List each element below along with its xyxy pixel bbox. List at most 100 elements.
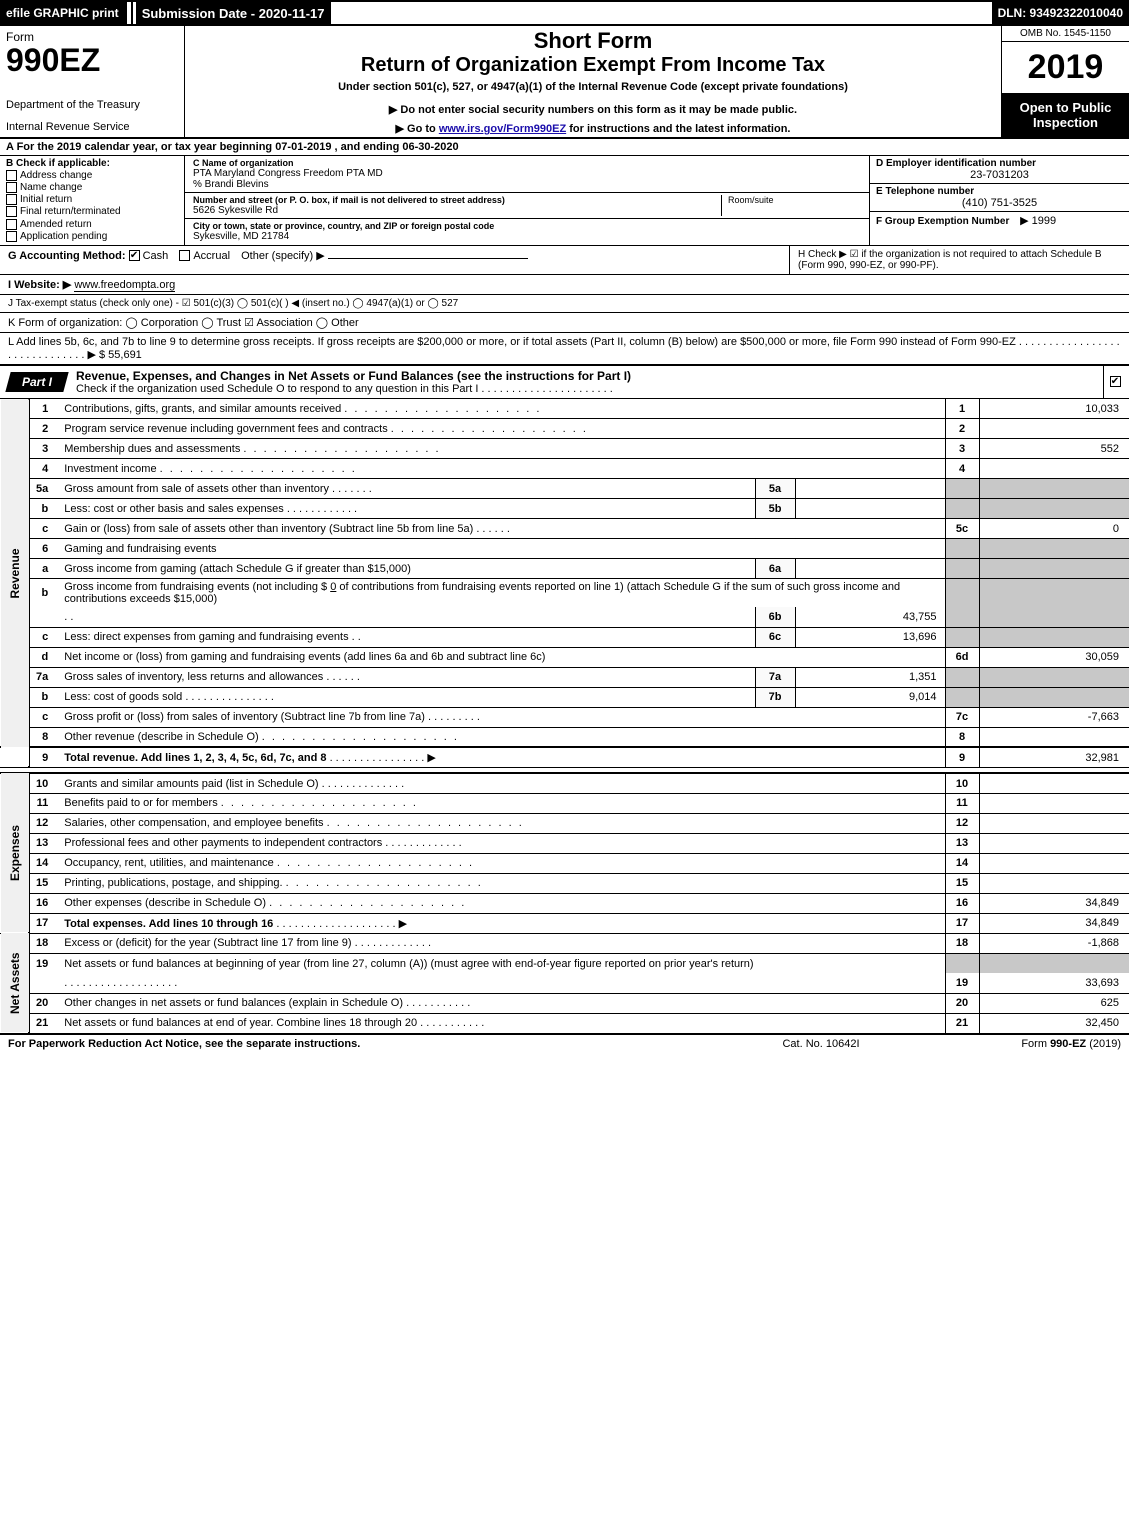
- irs-link[interactable]: www.irs.gov/Form990EZ: [439, 123, 566, 135]
- check-accrual[interactable]: [179, 250, 190, 261]
- line-14: 14Occupancy, rent, utilities, and mainte…: [0, 853, 1129, 873]
- line-val: -7,663: [979, 707, 1129, 727]
- mini-val: [795, 499, 945, 519]
- mini-val: [795, 479, 945, 499]
- line-17: 17Total expenses. Add lines 10 through 1…: [0, 913, 1129, 933]
- part1-tab: Part I: [5, 372, 68, 392]
- line-val: [979, 419, 1129, 439]
- check-application-pending[interactable]: Application pending: [6, 231, 178, 242]
- check-lbl: Initial return: [20, 194, 72, 205]
- line-6d: dNet income or (loss) from gaming and fu…: [0, 647, 1129, 667]
- line-10: Expenses 10Grants and similar amounts pa…: [0, 773, 1129, 793]
- section-b-title: B Check if applicable:: [6, 158, 178, 169]
- g-h-row: G Accounting Method: Cash Accrual Other …: [0, 246, 1129, 275]
- line-5c: cGain or (loss) from sale of assets othe…: [0, 519, 1129, 539]
- section-def: D Employer identification number 23-7031…: [869, 156, 1129, 245]
- check-initial-return[interactable]: Initial return: [6, 194, 178, 205]
- period-row: A For the 2019 calendar year, or tax yea…: [0, 139, 1129, 156]
- line-20: 20Other changes in net assets or fund ba…: [0, 993, 1129, 1013]
- h-row: H Check ▶ ☑ if the organization is not r…: [789, 246, 1129, 274]
- netassets-side-label: Net Assets: [0, 933, 29, 1033]
- line-desc: Gross income from gaming (attach Schedul…: [64, 563, 411, 575]
- efile-print[interactable]: efile GRAPHIC print: [0, 2, 127, 24]
- check-address-change[interactable]: Address change: [6, 170, 178, 181]
- footer-cat: Cat. No. 10642I: [721, 1038, 921, 1050]
- mini-val: [795, 559, 945, 579]
- line-desc: Gross income from fundraising events (no…: [64, 581, 330, 593]
- line-val: 552: [979, 439, 1129, 459]
- line-val: [979, 773, 1129, 793]
- form-number: 990EZ: [6, 44, 178, 76]
- top-bar: efile GRAPHIC print Submission Date - 20…: [0, 0, 1129, 26]
- street-lbl: Number and street (or P. O. box, if mail…: [193, 195, 505, 205]
- city-lbl: City or town, state or province, country…: [193, 221, 861, 231]
- short-form-title: Short Form: [193, 28, 993, 54]
- line-desc: Membership dues and assessments: [64, 443, 240, 455]
- line-desc: Other expenses (describe in Schedule O): [64, 897, 266, 909]
- line-desc: Total revenue. Add lines 1, 2, 3, 4, 5c,…: [64, 752, 326, 764]
- dln: DLN: 93492322010040: [992, 2, 1129, 24]
- irs: Internal Revenue Service: [6, 121, 178, 133]
- line-7c: cGross profit or (loss) from sales of in…: [0, 707, 1129, 727]
- line-desc: Program service revenue including govern…: [64, 423, 387, 435]
- line-val: [979, 459, 1129, 479]
- line-val: [979, 813, 1129, 833]
- line-16: 16Other expenses (describe in Schedule O…: [0, 893, 1129, 913]
- g-lbl: G Accounting Method:: [8, 250, 126, 262]
- line-desc: Benefits paid to or for members: [64, 797, 217, 809]
- org-name-lbl: C Name of organization: [193, 158, 861, 168]
- line-val: [979, 833, 1129, 853]
- g-row: G Accounting Method: Cash Accrual Other …: [0, 246, 789, 274]
- section-b: B Check if applicable: Address change Na…: [0, 156, 185, 245]
- line-desc: Other changes in net assets or fund bala…: [64, 997, 403, 1009]
- tel-row: E Telephone number (410) 751-3525: [870, 184, 1129, 212]
- website-lbl: I Website: ▶: [8, 279, 71, 291]
- check-final-return[interactable]: Final return/terminated: [6, 206, 178, 217]
- ein-lbl: D Employer identification number: [876, 158, 1123, 169]
- line-desc: Net income or (loss) from gaming and fun…: [58, 647, 945, 667]
- care-of: % Brandi Blevins: [193, 179, 861, 190]
- city-row: City or town, state or province, country…: [185, 219, 869, 244]
- part1-schedule-o-check[interactable]: [1103, 366, 1129, 398]
- form-header: Form 990EZ Department of the Treasury In…: [0, 26, 1129, 139]
- org-name-row: C Name of organization PTA Maryland Cong…: [185, 156, 869, 193]
- line-desc: Gross amount from sale of assets other t…: [64, 483, 329, 495]
- check-amended-return[interactable]: Amended return: [6, 219, 178, 230]
- footer: For Paperwork Reduction Act Notice, see …: [0, 1034, 1129, 1053]
- line-val: [979, 853, 1129, 873]
- website-val[interactable]: www.freedompta.org: [74, 279, 175, 292]
- line-desc: Occupancy, rent, utilities, and maintena…: [64, 857, 274, 869]
- header-right: OMB No. 1545-1150 2019 Open to Public In…: [1001, 26, 1129, 137]
- org-name: PTA Maryland Congress Freedom PTA MD: [193, 168, 861, 179]
- header-center: Short Form Return of Organization Exempt…: [185, 26, 1001, 137]
- line-21: 21Net assets or fund balances at end of …: [0, 1013, 1129, 1033]
- line-15: 15Printing, publications, postage, and s…: [0, 873, 1129, 893]
- line-desc: Gross sales of inventory, less returns a…: [64, 671, 323, 683]
- line-desc: Net assets or fund balances at beginning…: [58, 953, 945, 973]
- check-lbl: Application pending: [20, 231, 107, 242]
- spacer: [334, 2, 992, 24]
- street: 5626 Sykesville Rd: [193, 205, 505, 216]
- line-val: 32,450: [979, 1013, 1129, 1033]
- mini-val: 43,755: [795, 607, 945, 627]
- check-lbl: Address change: [20, 170, 92, 181]
- l-amount: $ 55,691: [99, 349, 142, 361]
- check-cash[interactable]: [129, 250, 140, 261]
- group-row: F Group Exemption Number ▶ 1999: [870, 212, 1129, 229]
- line-val: 34,849: [979, 893, 1129, 913]
- line-desc: Contributions, gifts, grants, and simila…: [64, 403, 341, 415]
- footer-right: Form 990-EZ (2019): [921, 1038, 1121, 1050]
- dept-treasury: Department of the Treasury: [6, 99, 178, 111]
- line-8: 8Other revenue (describe in Schedule O) …: [0, 727, 1129, 747]
- check-name-change[interactable]: Name change: [6, 182, 178, 193]
- under-section: Under section 501(c), 527, or 4947(a)(1)…: [193, 81, 993, 93]
- other-specify-input[interactable]: [328, 258, 528, 259]
- k-row: K Form of organization: ◯ Corporation ◯ …: [0, 313, 1129, 333]
- section-c: C Name of organization PTA Maryland Cong…: [185, 156, 869, 245]
- line-val: 32,981: [979, 747, 1129, 767]
- line-val: 0: [979, 519, 1129, 539]
- line-desc: Grants and similar amounts paid (list in…: [64, 778, 318, 790]
- line-1: Revenue 1Contributions, gifts, grants, a…: [0, 399, 1129, 419]
- other-lbl: Other (specify) ▶: [241, 250, 325, 262]
- line-val: 33,693: [979, 973, 1129, 993]
